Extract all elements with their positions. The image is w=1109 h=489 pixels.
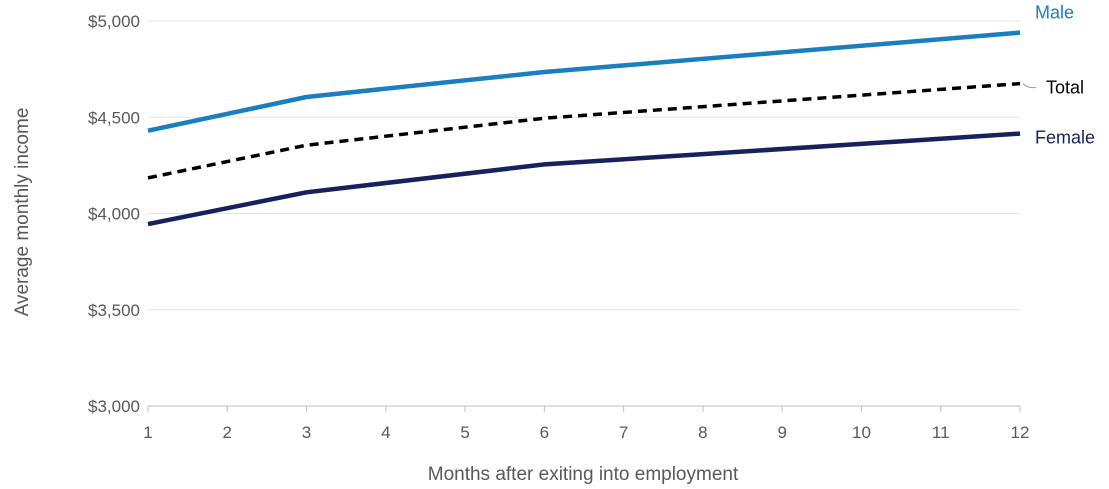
y-tick-label: $4,500	[88, 108, 140, 127]
y-tick-label: $3,500	[88, 301, 140, 320]
x-tick-label: 1	[143, 423, 152, 442]
x-tick-labels: 1 2 3 4 5 6 7 8 9 10 11 12	[143, 423, 1029, 442]
series-line-total	[147, 81, 1021, 180]
x-tick-label: 9	[777, 423, 786, 442]
series-line-male	[147, 30, 1021, 133]
y-axis-title: Average monthly income	[12, 108, 33, 317]
gridlines	[148, 20, 1020, 311]
series-label-total: Total	[1046, 78, 1084, 98]
y-tick-label: $4,000	[88, 205, 140, 224]
y-tick-label: $5,000	[88, 12, 140, 31]
series-label-female: Female	[1035, 128, 1095, 148]
series-line-female	[147, 131, 1021, 227]
x-tick-label: 8	[698, 423, 707, 442]
series-labels: Male Total Female	[1022, 3, 1095, 148]
y-tick-labels: $3,000 $3,500 $4,000 $4,500 $5,000	[88, 12, 140, 416]
x-tick-label: 7	[619, 423, 628, 442]
x-tick-label: 10	[852, 423, 871, 442]
x-tick-label: 11	[932, 423, 950, 442]
x-tick-label: 6	[540, 423, 549, 442]
series-lines	[147, 30, 1021, 227]
x-axis	[147, 405, 1021, 412]
x-tick-label: 12	[1011, 423, 1030, 442]
x-tick-label: 3	[302, 423, 311, 442]
total-label-leader	[1022, 83, 1036, 89]
series-label-male: Male	[1035, 3, 1074, 23]
x-axis-title: Months after exiting into employment	[428, 464, 739, 485]
y-tick-label: $3,000	[88, 397, 140, 416]
x-tick-label: 2	[223, 423, 232, 442]
x-tick-label: 4	[381, 423, 390, 442]
x-tick-label: 5	[460, 423, 469, 442]
